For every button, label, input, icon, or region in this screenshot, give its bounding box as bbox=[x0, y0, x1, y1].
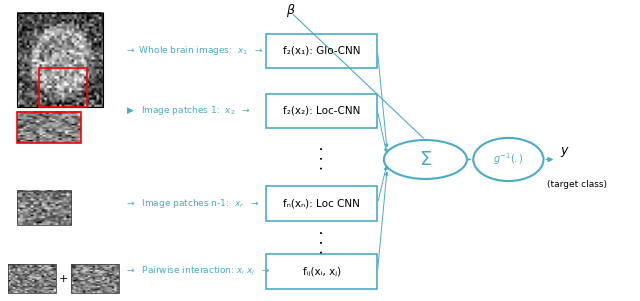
Ellipse shape bbox=[473, 138, 543, 181]
Text: (target class): (target class) bbox=[547, 181, 607, 189]
Text: $g^{-1}(.)$: $g^{-1}(.)$ bbox=[493, 152, 524, 167]
Text: $\beta$: $\beta$ bbox=[287, 2, 296, 19]
FancyBboxPatch shape bbox=[266, 34, 378, 68]
Text: fₙ(xₙ): Loc CNN: fₙ(xₙ): Loc CNN bbox=[283, 199, 360, 209]
Text: · · ·: · · · bbox=[316, 230, 331, 254]
Text: f₂(x₁): Glo-CNN: f₂(x₁): Glo-CNN bbox=[283, 46, 360, 56]
FancyBboxPatch shape bbox=[266, 186, 378, 221]
Text: +: + bbox=[59, 274, 68, 284]
Text: $\blacktriangleright$  Image patches 1:  $x_2$  $\rightarrow$: $\blacktriangleright$ Image patches 1: $… bbox=[125, 104, 251, 117]
Text: $\Sigma$: $\Sigma$ bbox=[419, 150, 432, 169]
Text: · · ·: · · · bbox=[316, 146, 331, 170]
Text: f₂(x₂): Loc-CNN: f₂(x₂): Loc-CNN bbox=[283, 106, 360, 116]
FancyBboxPatch shape bbox=[266, 254, 378, 289]
FancyBboxPatch shape bbox=[266, 94, 378, 128]
Circle shape bbox=[384, 140, 467, 179]
Text: $\rightarrow$  Image patches n-1:  $x_r$  $\rightarrow$: $\rightarrow$ Image patches n-1: $x_r$ $… bbox=[125, 197, 259, 210]
Text: $\rightarrow$  Pairwise interaction: $x_i$ $x_j$  $\rightarrow$: $\rightarrow$ Pairwise interaction: $x_i… bbox=[125, 265, 271, 278]
Text: $\rightarrow$ Whole brain images:  $x_1$  $\rightarrow$: $\rightarrow$ Whole brain images: $x_1$ … bbox=[125, 44, 264, 57]
Text: fᵢⱼ(xᵢ, xⱼ): fᵢⱼ(xᵢ, xⱼ) bbox=[303, 267, 340, 277]
Text: y: y bbox=[561, 144, 568, 157]
